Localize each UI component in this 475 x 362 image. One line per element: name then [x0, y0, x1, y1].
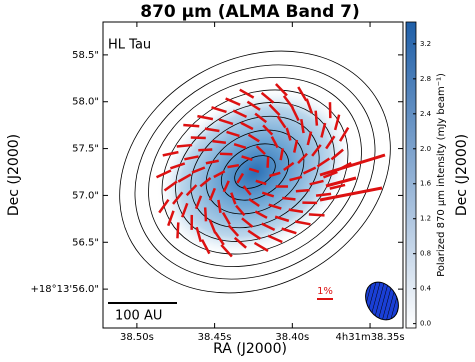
y-tick-label: 57.5" [72, 144, 99, 155]
polarization-vector [177, 145, 192, 146]
chart: 870 μm (ALMA Band 7) HL Tau 100 AU 1% RA… [0, 0, 475, 358]
polarization-vector [183, 125, 199, 126]
x-tick-label: 38.40s [275, 332, 309, 343]
colorbar-tick-label: 1.6 [420, 180, 432, 188]
polarization-vector [309, 214, 325, 215]
polarization-vector [316, 194, 331, 196]
colorbar-tick-label: 0.4 [420, 285, 432, 293]
polarization-vector [268, 157, 269, 168]
colorbar [406, 22, 416, 328]
colorbar-tick-label: 0.0 [420, 320, 431, 328]
y-tick-label: +18°13'56.0" [31, 284, 99, 295]
y-tick-label: 56.5" [72, 237, 99, 248]
y-tick-label: 58.0" [72, 97, 99, 108]
y-tick-label: 58.5" [72, 50, 99, 61]
chart-title: 870 μm (ALMA Band 7) [140, 2, 360, 22]
polarization-vector [282, 198, 295, 199]
colorbar-tick-label: 2.8 [420, 75, 431, 83]
y2-axis-label: Dec (J2000) [454, 134, 470, 216]
polarization-vector [205, 207, 206, 221]
polarization-vector [177, 222, 178, 238]
colorbar-tick-label: 1.2 [420, 215, 431, 223]
colorbar-tick-label: 2.4 [420, 110, 432, 118]
polarization-vector [316, 111, 317, 126]
x-tick-label: 38.50s [120, 332, 154, 343]
polarization-vector [212, 141, 226, 143]
x-tick-label: 38.45s [198, 332, 232, 343]
y-axis-label: Dec (J2000) [6, 134, 22, 216]
y-tick-label: 57.0" [72, 190, 99, 201]
colorbar-tick-label: 0.8 [420, 250, 431, 258]
annotation: HL Tau [108, 38, 151, 53]
x-axis-label: RA (J2000) [213, 341, 287, 357]
polarization-vector [198, 150, 212, 151]
x-tick-label: 4h31m38.35s [336, 332, 405, 343]
polarization-vector [296, 190, 310, 191]
beam [359, 276, 405, 326]
colorbar-label: Polarized 870 μm intensity (mJy beam⁻¹) [436, 73, 447, 277]
annotation: 100 AU [115, 309, 162, 324]
annotation: 1% [317, 286, 333, 297]
colorbar-tick-label: 3.2 [420, 40, 431, 48]
colorbar-tick-label: 2.0 [420, 145, 431, 153]
